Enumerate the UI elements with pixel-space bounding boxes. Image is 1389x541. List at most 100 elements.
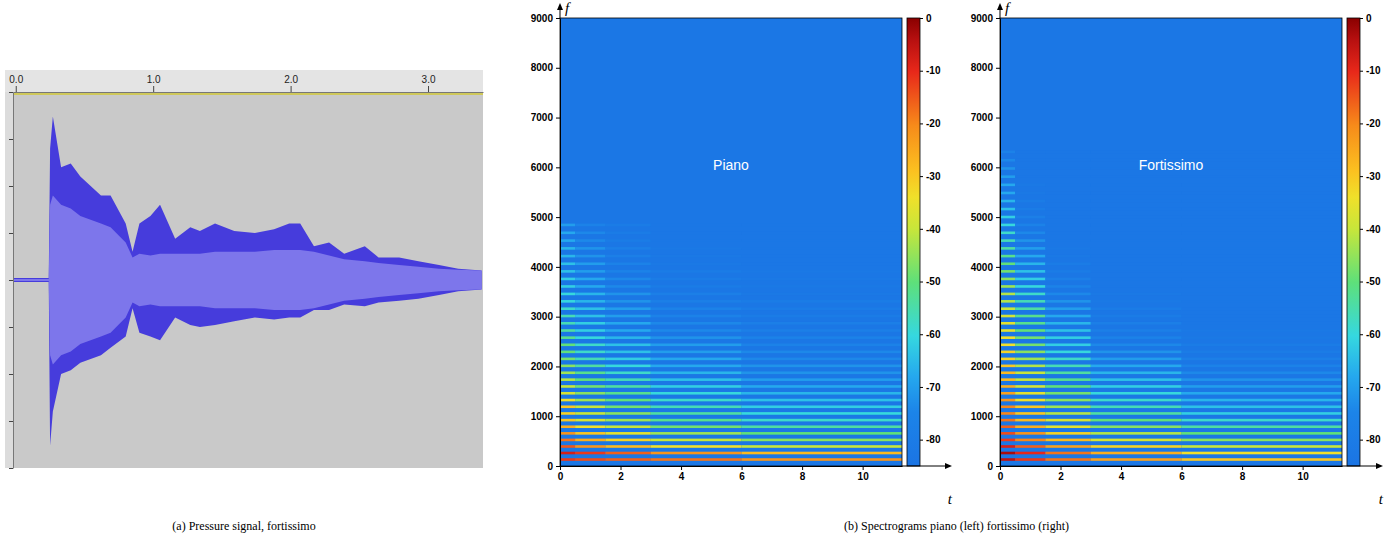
tick: -40 [1360, 224, 1381, 235]
cell [742, 378, 902, 381]
tick: 0 [1360, 13, 1372, 24]
cell [1000, 419, 1015, 422]
axis-line [1001, 466, 1343, 467]
cell [742, 351, 902, 354]
cell [1182, 200, 1342, 203]
cell [575, 392, 605, 395]
cell [1045, 419, 1090, 422]
cell [575, 239, 605, 242]
cell [1015, 371, 1045, 374]
tick-label: -30 [1366, 171, 1381, 182]
ruler-background [5, 70, 483, 92]
tick-label: -60 [926, 329, 941, 340]
cell [1182, 336, 1342, 339]
cell [1182, 216, 1342, 219]
cell [1182, 458, 1342, 461]
colorbar [1347, 18, 1360, 466]
cell [1182, 175, 1342, 178]
cell [605, 231, 650, 234]
cell [1015, 425, 1045, 428]
cell [1182, 343, 1342, 346]
cell [651, 247, 742, 250]
cell [1015, 322, 1045, 325]
cell [1045, 255, 1090, 258]
tick: 2 [1058, 466, 1064, 482]
tick-mark [9, 280, 13, 281]
tick: 6000 [971, 162, 1000, 173]
tick-label: 4000 [531, 262, 554, 273]
cell [575, 307, 605, 310]
tick: -80 [1360, 434, 1381, 445]
cell [560, 315, 575, 318]
cell [1091, 200, 1182, 203]
cell [1045, 293, 1090, 296]
tick-mark [996, 366, 1000, 367]
cell [560, 343, 575, 346]
cell [1091, 262, 1182, 265]
cell [1045, 285, 1090, 288]
cell [1182, 445, 1342, 448]
tick-label: 3.0 [422, 74, 436, 85]
cell [1000, 439, 1015, 442]
tick-mark [996, 267, 1000, 268]
cell [1015, 412, 1045, 415]
tick-mark [9, 421, 13, 422]
cell [1015, 224, 1045, 227]
cell [1182, 358, 1342, 361]
tick-label: 8 [1240, 471, 1246, 482]
x-arrow-line [902, 466, 947, 467]
tick: 1.0 [147, 74, 161, 92]
axis-line [1000, 19, 1001, 467]
cell [575, 358, 605, 361]
cell [651, 405, 742, 408]
cell [1000, 159, 1015, 162]
cell [1091, 184, 1182, 187]
tick-mark [920, 387, 923, 388]
cell [1182, 151, 1342, 154]
cell [1045, 439, 1090, 442]
tick: 7000 [531, 112, 560, 123]
cell [1000, 247, 1015, 250]
cell [1091, 247, 1182, 250]
cell [575, 262, 605, 265]
tick-label: 0 [987, 461, 993, 472]
cell [1045, 239, 1090, 242]
cell [1045, 371, 1090, 374]
cell [1045, 315, 1090, 318]
cell [575, 365, 605, 368]
cell [605, 336, 650, 339]
tick-mark [1242, 466, 1243, 470]
tick-label: 9000 [971, 13, 994, 24]
tick-label: 0 [547, 461, 553, 472]
cell [560, 285, 575, 288]
cell [560, 336, 575, 339]
cell [1000, 392, 1015, 395]
cell [560, 419, 575, 422]
cell [1015, 365, 1045, 368]
cell [1182, 399, 1342, 402]
cell [1182, 405, 1342, 408]
cell [1182, 439, 1342, 442]
cell [605, 439, 650, 442]
cell [1000, 378, 1015, 381]
cell [1045, 336, 1090, 339]
cell [1045, 405, 1090, 408]
tick-mark [556, 366, 560, 367]
cell [605, 307, 650, 310]
cell [560, 365, 575, 368]
cell [605, 351, 650, 354]
cell [1015, 239, 1045, 242]
tick: 6 [739, 466, 745, 482]
cell [575, 322, 605, 325]
cell [1015, 392, 1045, 395]
cell [605, 239, 650, 242]
tick-mark [681, 466, 682, 470]
cell [560, 293, 575, 296]
cell [651, 458, 742, 461]
tick-mark [996, 466, 1000, 467]
cell [1015, 358, 1045, 361]
tick-mark [9, 374, 13, 375]
cell [651, 432, 742, 435]
tick: 0 [987, 461, 1000, 472]
x-arrow-head [945, 463, 952, 469]
